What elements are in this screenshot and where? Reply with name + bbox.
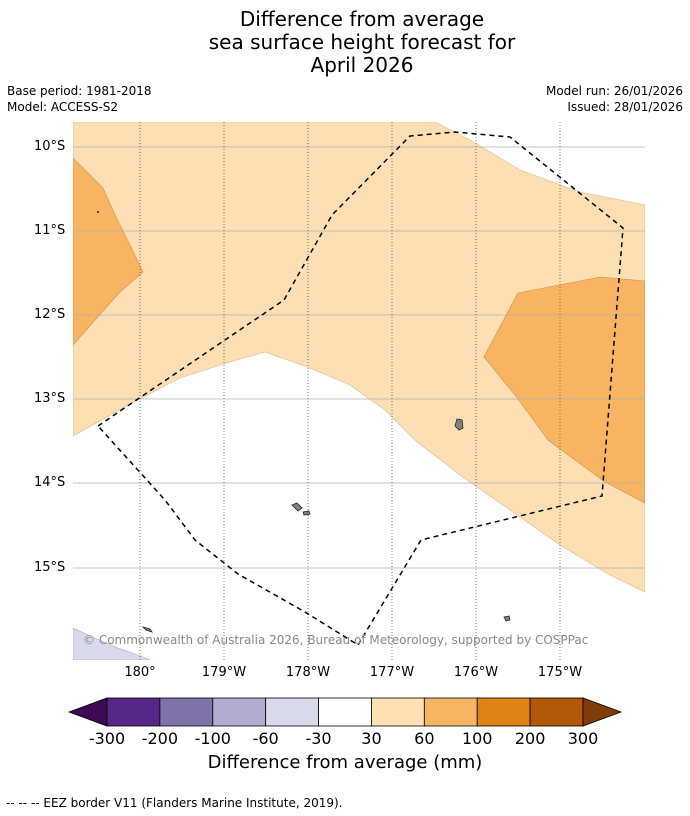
island-wallis	[454, 418, 464, 431]
issued-date: Issued: 28/01/2026	[567, 100, 683, 114]
meta-right: Model run: 26/01/2026 Issued: 28/01/2026	[546, 83, 683, 115]
chart-title: Difference from average sea surface heig…	[0, 8, 690, 77]
lon-label-177w: 177°W	[369, 665, 415, 680]
colorbar-tick-label: -300	[88, 729, 126, 748]
colorbar-bin	[106, 697, 161, 727]
colorbar-bin	[476, 697, 531, 727]
map-panel	[73, 122, 645, 660]
title-line-3: April 2026	[310, 53, 414, 77]
title-line-2: sea surface height forecast for	[208, 30, 516, 54]
anomaly-region-neg60-neg30	[73, 627, 151, 660]
colorbar-bin	[265, 697, 319, 727]
island-futuna	[291, 502, 303, 512]
colorbar-bin	[423, 697, 478, 727]
anomaly-region-60-100-east	[483, 276, 645, 504]
colorbar-tick-label: -200	[141, 729, 179, 748]
base-period: Base period: 1981-2018	[7, 84, 152, 98]
model-run: Model run: 26/01/2026	[545, 84, 683, 98]
lon-label-179w: 179°W	[201, 665, 247, 680]
colorbar-bin	[529, 697, 584, 727]
colorbar-tick-label: 100	[461, 729, 493, 748]
lat-label-10s: 10°S	[34, 139, 66, 154]
colorbar-tick-label: 30	[361, 729, 382, 748]
colorbar-tick-label: 300	[567, 729, 599, 748]
colorbar-tick-label: -60	[252, 729, 279, 748]
model-name: Model: ACCESS-S2	[7, 100, 119, 114]
lon-label-178w: 178°W	[285, 665, 331, 680]
island-small-west	[97, 211, 99, 213]
lat-label-15s: 15°S	[34, 560, 66, 575]
lat-label-12s: 12°S	[34, 307, 66, 322]
lat-label-14s: 14°S	[34, 475, 66, 490]
eez-border	[96, 131, 624, 647]
colorbar-bin	[212, 697, 267, 727]
colorbar-tick-label: -100	[194, 729, 231, 748]
colorbar-label: Difference from average (mm)	[207, 752, 483, 773]
latitude-gridlines	[73, 146, 645, 569]
title-line-1: Difference from average	[239, 7, 485, 31]
lon-label-175w: 175°W	[537, 665, 583, 680]
meta-left: Base period: 1981-2018 Model: ACCESS-S2	[7, 83, 152, 115]
colorbar-tick-label: 60	[414, 729, 435, 748]
colorbar-extend-high	[582, 697, 623, 727]
island-small-south	[141, 626, 153, 633]
eez-legend-footer: -- -- -- EEZ border V11 (Flanders Marine…	[6, 796, 343, 810]
anomaly-region-30-60	[73, 122, 645, 593]
colorbar-bin	[371, 697, 425, 727]
lat-label-11s: 11°S	[34, 223, 66, 238]
copyright-credit: © Commonwealth of Australia 2026, Bureau…	[83, 633, 589, 647]
colorbar-tick-label: 200	[514, 729, 546, 748]
island-small-east	[503, 615, 511, 622]
colorbar-bin	[318, 697, 372, 727]
lat-label-13s: 13°S	[34, 391, 66, 406]
island-alofi	[302, 510, 311, 516]
anomaly-region-60-100-west	[73, 157, 144, 346]
colorbar-tick-label: -30	[305, 729, 332, 748]
colorbar-bin	[159, 697, 214, 727]
colorbar-extend-low	[67, 697, 108, 727]
lon-label-180: 180°	[124, 665, 156, 680]
lon-label-176w: 176°W	[453, 665, 499, 680]
